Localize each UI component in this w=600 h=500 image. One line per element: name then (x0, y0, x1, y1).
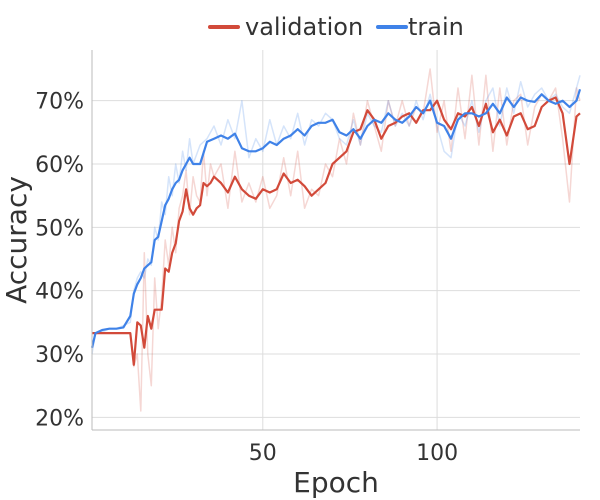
y-tick-label: 70% (35, 90, 84, 115)
y-tick-label: 60% (35, 153, 84, 178)
y-tick-label: 50% (35, 216, 84, 241)
y-tick-label: 30% (35, 343, 84, 368)
y-axis-title: Accuracy (0, 176, 33, 304)
tick-labels: 20% 30% 40% 50% 60% 70% 50 100 (35, 90, 458, 466)
x-tick-label: 100 (416, 441, 458, 466)
legend: validation train (208, 13, 464, 41)
raw-line-train (91, 75, 581, 355)
legend-label-train: train (408, 13, 464, 41)
x-axis-title: Epoch (293, 466, 379, 499)
legend-label-validation: validation (245, 13, 363, 41)
series-line-validation (92, 96, 581, 366)
y-tick-label: 20% (35, 406, 84, 431)
x-tick-label: 50 (249, 441, 277, 466)
raw-line-validation (92, 68, 581, 412)
raw-series-lines (91, 68, 581, 412)
grid-lines (92, 50, 580, 430)
series-line-train (90, 88, 582, 348)
smoothed-series-lines (90, 88, 582, 366)
axes (91, 50, 580, 431)
y-tick-label: 40% (35, 280, 84, 305)
